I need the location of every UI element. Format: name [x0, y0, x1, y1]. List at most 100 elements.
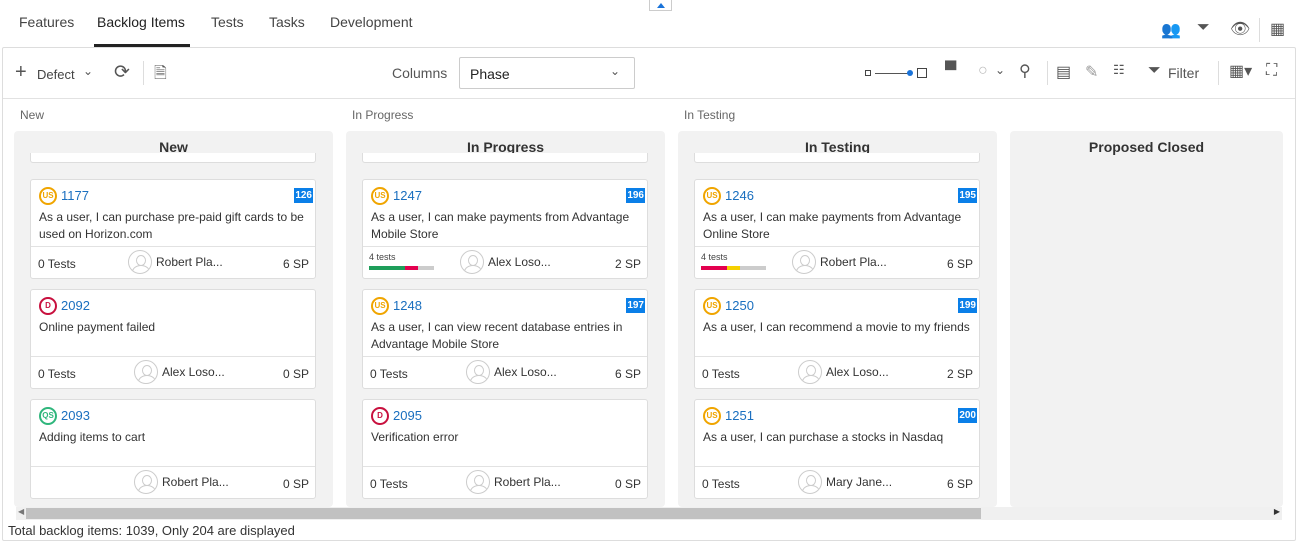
avatar: [466, 470, 490, 494]
story-points: 2 SP: [946, 367, 973, 381]
story-points: 0 SP: [614, 477, 641, 491]
card[interactable]: US 1251 200 As a user, I can purchase a …: [694, 399, 980, 499]
story-points: 6 SP: [614, 367, 641, 381]
item-id-link[interactable]: 2093: [61, 408, 90, 423]
owner-name: Robert Pla...: [494, 475, 561, 489]
card-settings-icon[interactable]: ▤: [1056, 64, 1072, 81]
add-defect-button[interactable]: Defect: [37, 67, 75, 82]
item-id-link[interactable]: 1247: [393, 188, 422, 203]
owner[interactable]: Mary Jane...: [798, 470, 892, 494]
horizontal-scrollbar[interactable]: ◀ ▶: [16, 507, 1282, 520]
owner-name: Robert Pla...: [162, 475, 229, 489]
tests-progress-bar: [701, 266, 766, 270]
active-tab-indicator: [94, 44, 190, 47]
avatar: [134, 470, 158, 494]
columns-label: Columns: [392, 65, 448, 81]
owner[interactable]: Robert Pla...: [466, 470, 561, 494]
owner[interactable]: Robert Pla...: [134, 470, 229, 494]
owner[interactable]: Alex Loso...: [466, 360, 557, 384]
card[interactable]: US 1250 199 As a user, I can recommend a…: [694, 289, 980, 389]
card[interactable]: US 1177 126 As a user, I can purchase pr…: [30, 179, 316, 279]
chevron-down-icon[interactable]: ⌄: [83, 64, 94, 78]
item-type-badge: US: [39, 187, 57, 205]
print-icon[interactable]: ▀: [945, 62, 957, 79]
tab-tasks[interactable]: Tasks: [269, 14, 305, 30]
eye-icon[interactable]: 👁: [1230, 21, 1251, 38]
item-title: As a user, I can purchase pre-paid gift …: [39, 210, 304, 241]
filter-button[interactable]: Filter: [1168, 65, 1200, 81]
item-id-link[interactable]: 1251: [725, 408, 754, 423]
card-footer: 0 Tests Alex Loso... 2 SP: [695, 356, 979, 389]
column-title: New: [159, 139, 188, 155]
item-title: Online payment failed: [39, 320, 156, 334]
column-title: Proposed Closed: [1088, 139, 1205, 155]
item-type-badge: US: [371, 187, 389, 205]
item-type-badge: D: [39, 297, 57, 315]
item-type-badge: QS: [39, 407, 57, 425]
column-in-progress: In Progress US 1247 196 As a user, I can…: [346, 131, 665, 507]
item-title: As a user, I can recommend a movie to my…: [703, 320, 970, 334]
card[interactable]: US 1246 195 As a user, I can make paymen…: [694, 179, 980, 279]
tests-progress-bar: [369, 266, 434, 270]
tests-progress-segment: [404, 266, 418, 270]
search-icon[interactable]: ⚲: [1019, 63, 1031, 80]
tab-development[interactable]: Development: [330, 14, 413, 30]
owner-name: Alex Loso...: [162, 365, 225, 379]
item-id-link[interactable]: 1177: [61, 188, 89, 203]
rank-badge: 197: [626, 298, 645, 313]
rank-badge: 196: [626, 188, 645, 203]
columns-select[interactable]: Phase ⌄: [459, 57, 635, 89]
item-id-link[interactable]: 1250: [725, 298, 754, 313]
avatar: [460, 250, 484, 274]
item-id-link[interactable]: 1246: [725, 188, 754, 203]
item-id-link[interactable]: 2095: [393, 408, 422, 423]
export-excel-icon[interactable]: 🗎: [154, 65, 167, 82]
card[interactable]: QS 2093 Adding items to cart Robert Pla.…: [30, 399, 316, 499]
item-title: As a user, I can view recent database en…: [371, 320, 623, 351]
card[interactable]: D 2095 Verification error 0 Tests Robert …: [362, 399, 648, 499]
fullscreen-icon[interactable]: ⛶: [1266, 62, 1278, 79]
item-id-link[interactable]: 1248: [393, 298, 422, 313]
tab-tests[interactable]: Tests: [211, 14, 244, 30]
card-size-slider[interactable]: [865, 68, 927, 80]
scrollbar-thumb[interactable]: [26, 508, 981, 519]
card[interactable]: US 1247 196 As a user, I can make paymen…: [362, 179, 648, 279]
refresh-icon[interactable]: ⟳: [114, 62, 130, 83]
chevron-down-icon[interactable]: ⌄: [995, 63, 1006, 77]
owner[interactable]: Alex Loso...: [798, 360, 889, 384]
tests-count: 4 tests: [701, 252, 728, 262]
card-footer: 0 Tests Robert Pla... 0 SP: [363, 466, 647, 499]
team-icon[interactable]: 👥: [1161, 22, 1181, 39]
plus-icon[interactable]: +: [15, 61, 27, 83]
owner[interactable]: Alex Loso...: [460, 250, 551, 274]
filter-icon[interactable]: ⏷: [1148, 62, 1161, 79]
pencil-icon[interactable]: ✎: [1085, 64, 1099, 81]
column-new: New US 1177 126 As a user, I can purchas…: [14, 131, 333, 507]
tests-count: 4 tests: [369, 252, 396, 262]
collapse-header-button[interactable]: [649, 0, 672, 11]
item-id-link[interactable]: 2092: [61, 298, 90, 313]
card[interactable]: US 1248 197 As a user, I can view recent…: [362, 289, 648, 389]
story-points: 6 SP: [946, 257, 973, 271]
grid-icon[interactable]: ▦: [1270, 21, 1286, 38]
owner[interactable]: Robert Pla...: [128, 250, 223, 274]
tests-count: 0 Tests: [370, 477, 408, 491]
tab-features[interactable]: Features: [19, 14, 75, 30]
tab-backlog-items[interactable]: Backlog Items: [97, 14, 185, 30]
story-points: 0 SP: [282, 367, 309, 381]
owner-name: Mary Jane...: [826, 475, 893, 489]
card[interactable]: D 2092 Online payment failed 0 Tests Alex…: [30, 289, 316, 389]
owner[interactable]: Alex Loso...: [134, 360, 225, 384]
color-picker-icon[interactable]: ○: [978, 62, 988, 79]
card[interactable]: [30, 153, 316, 163]
card[interactable]: [694, 153, 980, 163]
item-type-badge: US: [371, 297, 389, 315]
owner[interactable]: Robert Pla...: [792, 250, 887, 274]
item-type-badge: US: [703, 187, 721, 205]
card[interactable]: [362, 153, 648, 163]
story-points: 0 SP: [282, 477, 309, 491]
column-in-testing: In Testing US 1246 195 As a user, I can …: [678, 131, 997, 507]
fields-icon[interactable]: ☷: [1113, 62, 1125, 77]
layout-icon[interactable]: ▦▾: [1229, 63, 1253, 80]
filter-icon[interactable]: ⏷: [1197, 19, 1210, 36]
